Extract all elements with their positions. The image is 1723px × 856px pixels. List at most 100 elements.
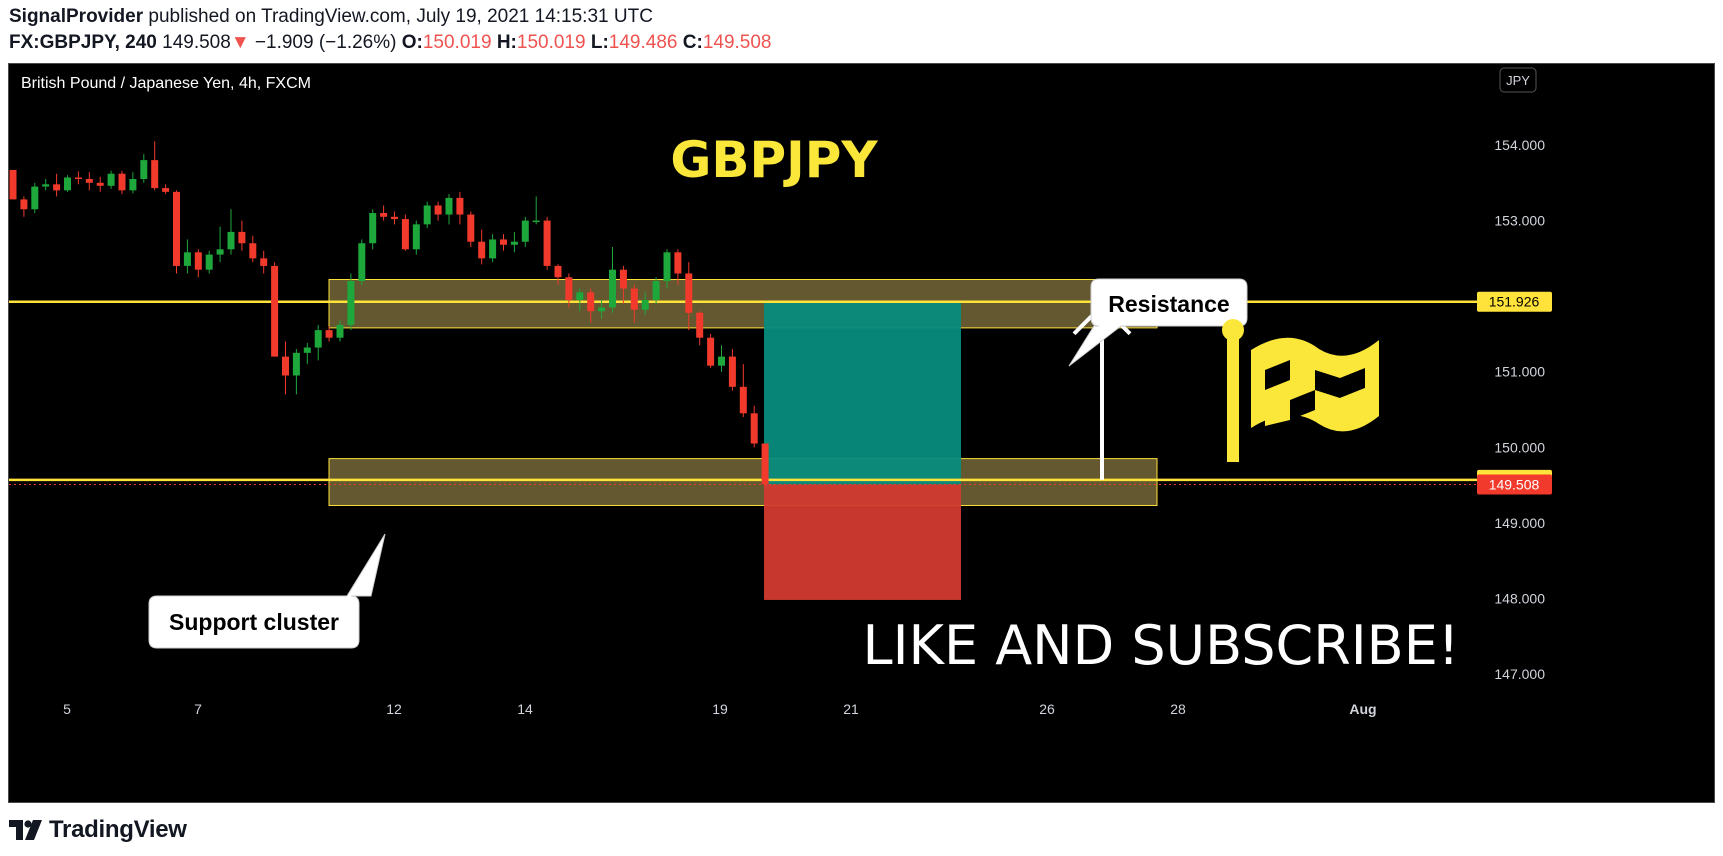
long-position-target-zone[interactable] [764,301,961,485]
time-axis-label: 28 [1170,701,1186,717]
price-axis-label: 147.000 [1494,666,1545,682]
time-axis-label: 21 [843,701,859,717]
candle-body [173,191,180,266]
candle-body [543,220,551,266]
candle-body [96,182,104,186]
candle-body [609,269,616,308]
candle-body [183,252,191,266]
candle-body [129,179,137,191]
support-callout[interactable]: Support cluster [148,533,386,649]
candle-body [761,443,769,485]
time-axis-label: 14 [517,701,533,717]
currency-badge[interactable]: JPY [1499,67,1537,93]
candle-body [31,186,39,210]
candle-body [118,173,126,191]
candle-body [423,205,431,225]
chart-title: British Pound / Japanese Yen, 4h, FXCM [21,75,311,92]
candle-body [718,356,725,366]
close-value: 149.508 [702,32,772,53]
tradingview-logo[interactable]: TradingView [9,813,187,847]
author-name[interactable]: SignalProvider [9,6,144,27]
price-tag-label: 149.508 [1489,476,1540,492]
candle-body [303,347,311,353]
candle-body [587,292,595,312]
candle-body [521,220,529,242]
publication-line: SignalProvider published on TradingView.… [9,6,653,28]
candle-body [194,252,202,270]
price-tag [1477,291,1552,312]
candle-body [467,214,475,242]
support-zone [328,458,1158,506]
candle-body [652,281,660,300]
candle-body [696,312,704,338]
candle-body [347,281,355,325]
time-axis-label: 26 [1039,701,1055,717]
cta-annotation[interactable]: LIKE AND SUBSCRIBE! [863,614,1460,677]
candlestick-series [9,141,769,487]
candle-body [641,299,649,310]
time-axis-label: 19 [712,701,728,717]
candle-body [500,239,507,245]
candle-body [162,188,170,192]
candle-body [565,277,573,300]
candle-body [380,213,388,217]
price-axis-label: 148.000 [1494,590,1545,606]
candle-body [238,231,246,244]
candle-body [456,197,464,215]
time-axis-label: Aug [1349,701,1376,717]
price-axis-label: 154.000 [1494,137,1545,153]
candle-body [739,386,747,414]
high-value: 150.019 [516,32,586,53]
price-tag [1477,474,1552,495]
candle-body [391,216,398,220]
symbol-label: FX:GBPJPY, 240 [9,32,157,53]
candle-body [401,219,409,250]
candle-body [107,173,115,186]
candle-body [412,224,420,250]
down-arrow-icon: ▼ [230,32,250,53]
open-value: 150.019 [422,32,492,53]
low-value: 149.486 [608,32,678,53]
chart-panel[interactable]: Resistance Support cluster GBPJPY LIKE A… [8,63,1715,803]
time-axis[interactable]: 5 7 12 14 19 21 26 28 Aug [63,701,1377,717]
candle-body [554,265,562,278]
price-axis[interactable]: 154.000 153.000 151.000 150.000 149.000 148.0… [1494,137,1545,682]
resistance-zone [328,279,1158,329]
candle-body [619,269,627,289]
candle-body [64,177,71,191]
currency-badge-label: JPY [1506,73,1530,88]
candle-body [20,199,28,210]
candle-body [369,213,377,244]
candle-body [630,288,638,310]
candle-body [598,307,606,312]
candle-body [249,243,257,259]
candle-body [336,324,344,338]
candle-body [685,273,693,313]
tradingview-brand: TradingView [49,816,187,843]
long-position-stop-zone[interactable] [764,484,961,600]
candle-body [292,352,300,376]
checkered-flag-icon[interactable] [1222,319,1379,462]
symbol-annotation[interactable]: GBPJPY [670,131,878,189]
price-chart[interactable]: Resistance Support cluster GBPJPY LIKE A… [9,64,1714,802]
candle-body [707,337,715,366]
candle-body [663,252,671,282]
resistance-callout-text: Resistance [1108,291,1229,317]
last-price: 149.508 [162,32,231,53]
candle-body [576,292,584,300]
candle-body [271,265,279,357]
price-axis-label: 151.000 [1494,364,1545,380]
candle-body [53,184,61,191]
candle-body [489,239,497,259]
candle-body [325,330,333,338]
price-axis-label: 153.000 [1494,213,1545,229]
open-label: O: [401,32,423,53]
candle-body [728,356,736,387]
candle-body [750,413,758,444]
resistance-callout[interactable]: Resistance [1068,278,1248,367]
price-change: −1.909 (−1.26%) [254,32,397,53]
symbol-line: FX:GBPJPY, 240 149.508▼ −1.909 (−1.26%) … [9,32,772,54]
support-callout-text: Support cluster [169,609,339,635]
price-tag-label: 151.926 [1489,294,1540,310]
